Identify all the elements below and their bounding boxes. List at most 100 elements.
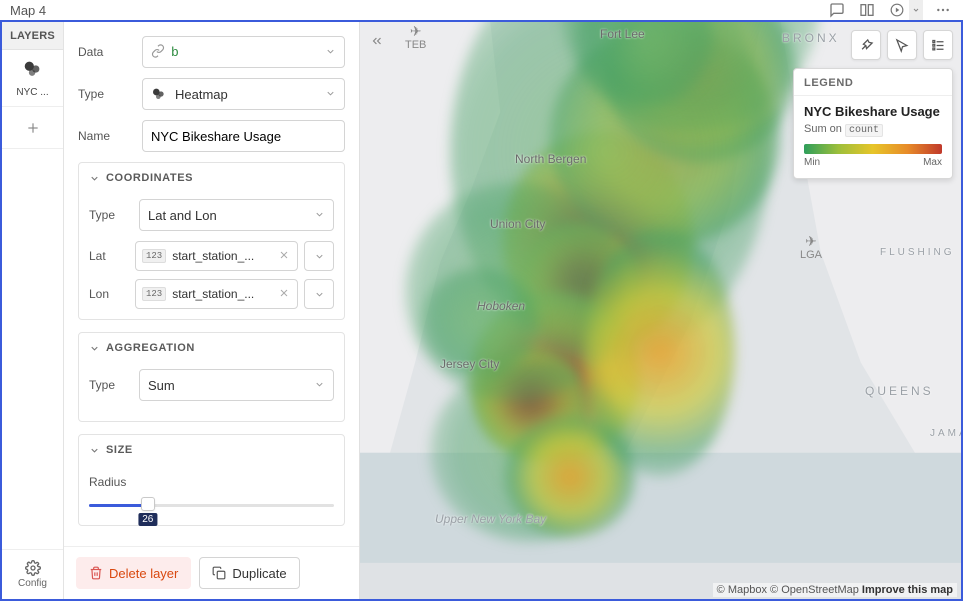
chevron-down-icon <box>325 45 336 60</box>
agg-type-value: Sum <box>148 378 175 393</box>
topbar: Map 4 <box>0 0 963 20</box>
heat-blob <box>560 22 820 132</box>
plus-icon <box>26 121 40 135</box>
link-icon <box>151 44 165 61</box>
chevron-down-icon <box>89 173 100 184</box>
pin-tool[interactable] <box>851 30 881 60</box>
lon-dropdown-button[interactable] <box>304 279 334 309</box>
heat-blob <box>605 22 795 162</box>
chevron-down-icon <box>89 445 100 456</box>
legend-header: LEGEND <box>794 69 952 96</box>
chevron-down-icon[interactable] <box>909 0 923 20</box>
row-lat: Lat 123 start_station_... <box>89 241 334 271</box>
delete-layer-button[interactable]: Delete layer <box>76 557 191 589</box>
list-icon <box>931 38 946 53</box>
coord-type-label: Type <box>89 208 129 222</box>
coordinates-header[interactable]: COORDINATES <box>79 163 344 193</box>
heat-blob <box>585 227 735 477</box>
chevron-down-icon <box>325 87 336 102</box>
aggregation-header[interactable]: AGGREGATION <box>79 333 344 363</box>
legend-subtitle: Sum on count <box>804 123 942 136</box>
delete-layer-label: Delete layer <box>109 566 178 581</box>
heat-blob <box>575 22 715 107</box>
field-type-badge: 123 <box>142 287 166 301</box>
chevron-down-icon <box>314 289 325 300</box>
map-place-label: North Bergen <box>515 152 586 166</box>
legend-toggle[interactable] <box>923 30 953 60</box>
name-input[interactable] <box>151 129 336 144</box>
legend-min: Min <box>804 157 820 168</box>
legend-title: NYC Bikeshare Usage <box>804 104 942 119</box>
name-label: Name <box>78 129 132 143</box>
airport-icon: ✈TEB <box>405 24 426 51</box>
radius-control: Radius 26 <box>89 471 334 515</box>
row-data: Data b <box>78 36 345 68</box>
config-button[interactable]: Config <box>2 549 63 599</box>
map-place-label: Union City <box>490 217 545 231</box>
map-place-label: JAMA <box>930 428 961 439</box>
pin-icon <box>859 38 874 53</box>
add-layer-button[interactable] <box>2 107 63 149</box>
topbar-actions <box>827 0 953 20</box>
lat-field-name: start_station_... <box>172 249 269 263</box>
lon-label: Lon <box>89 287 129 301</box>
map-place-label: BRONX <box>782 31 840 45</box>
lon-field-name: start_station_... <box>172 287 269 301</box>
size-header[interactable]: SIZE <box>79 435 344 465</box>
map-canvas[interactable]: Fort Lee North Bergen Union City Hoboken Jer… <box>360 22 961 599</box>
map-place-label: Jersey City <box>440 357 499 371</box>
clear-lat-icon[interactable] <box>275 249 293 264</box>
lat-dropdown-button[interactable] <box>304 241 334 271</box>
play-dropdown[interactable] <box>887 0 923 20</box>
lon-field-chip[interactable]: 123 start_station_... <box>135 279 298 309</box>
row-lon: Lon 123 start_station_... <box>89 279 334 309</box>
row-type: Type Heatmap <box>78 78 345 110</box>
heat-blob <box>470 292 640 462</box>
layer-thumb-label: NYC ... <box>16 87 48 98</box>
map-place-label: Fort Lee <box>600 27 645 41</box>
main-area: LAYERS NYC ... Config Data <box>0 20 963 601</box>
layer-type-select[interactable]: Heatmap <box>142 78 345 110</box>
aggregation-title: AGGREGATION <box>106 342 195 354</box>
chevron-down-icon <box>89 343 100 354</box>
legend-gradient <box>804 144 942 154</box>
radius-value-badge: 26 <box>138 513 157 526</box>
agg-type-select[interactable]: Sum <box>139 369 334 401</box>
legend-max: Max <box>923 157 942 168</box>
data-select[interactable]: b <box>142 36 345 68</box>
map-attribution: © Mapbox © OpenStreetMap Improve this ma… <box>713 583 957 597</box>
chevron-down-icon <box>314 251 325 262</box>
lat-field-chip[interactable]: 123 start_station_... <box>135 241 298 271</box>
gear-icon <box>25 560 41 576</box>
data-value: b <box>171 45 179 60</box>
coord-type-select[interactable]: Lat and Lon <box>139 199 334 231</box>
heat-blob <box>520 222 640 342</box>
radius-slider[interactable]: 26 <box>89 497 334 515</box>
chevron-left-icon <box>370 34 384 48</box>
play-icon[interactable] <box>887 0 907 20</box>
properties-panel: Data b Type <box>64 22 360 599</box>
clear-lon-icon[interactable] <box>275 287 293 302</box>
section-size: SIZE Radius 26 <box>78 434 345 526</box>
coordinates-title: COORDINATES <box>106 172 193 184</box>
field-type-badge: 123 <box>142 249 166 263</box>
properties-scroll[interactable]: Data b Type <box>64 22 359 546</box>
layer-thumb-nyc[interactable]: NYC ... <box>2 50 63 107</box>
trash-icon <box>89 566 103 580</box>
heatmap-icon <box>151 86 167 102</box>
row-agg-type: Type Sum <box>89 369 334 401</box>
map-place-label: Hoboken <box>477 299 525 313</box>
heat-blob <box>405 182 625 402</box>
comment-icon[interactable] <box>827 0 847 20</box>
collapse-panel-button[interactable] <box>366 30 388 52</box>
more-icon[interactable] <box>933 0 953 20</box>
duplicate-button[interactable]: Duplicate <box>199 557 299 589</box>
columns-icon[interactable] <box>857 0 877 20</box>
improve-map-link[interactable]: Improve this map <box>862 584 953 596</box>
name-input-wrap[interactable] <box>142 120 345 152</box>
cursor-tool[interactable] <box>887 30 917 60</box>
config-label: Config <box>18 578 47 589</box>
app-root: Map 4 LAYERS <box>0 0 963 569</box>
map-tools <box>851 30 953 60</box>
map-place-label: Upper New York Bay <box>435 512 546 526</box>
